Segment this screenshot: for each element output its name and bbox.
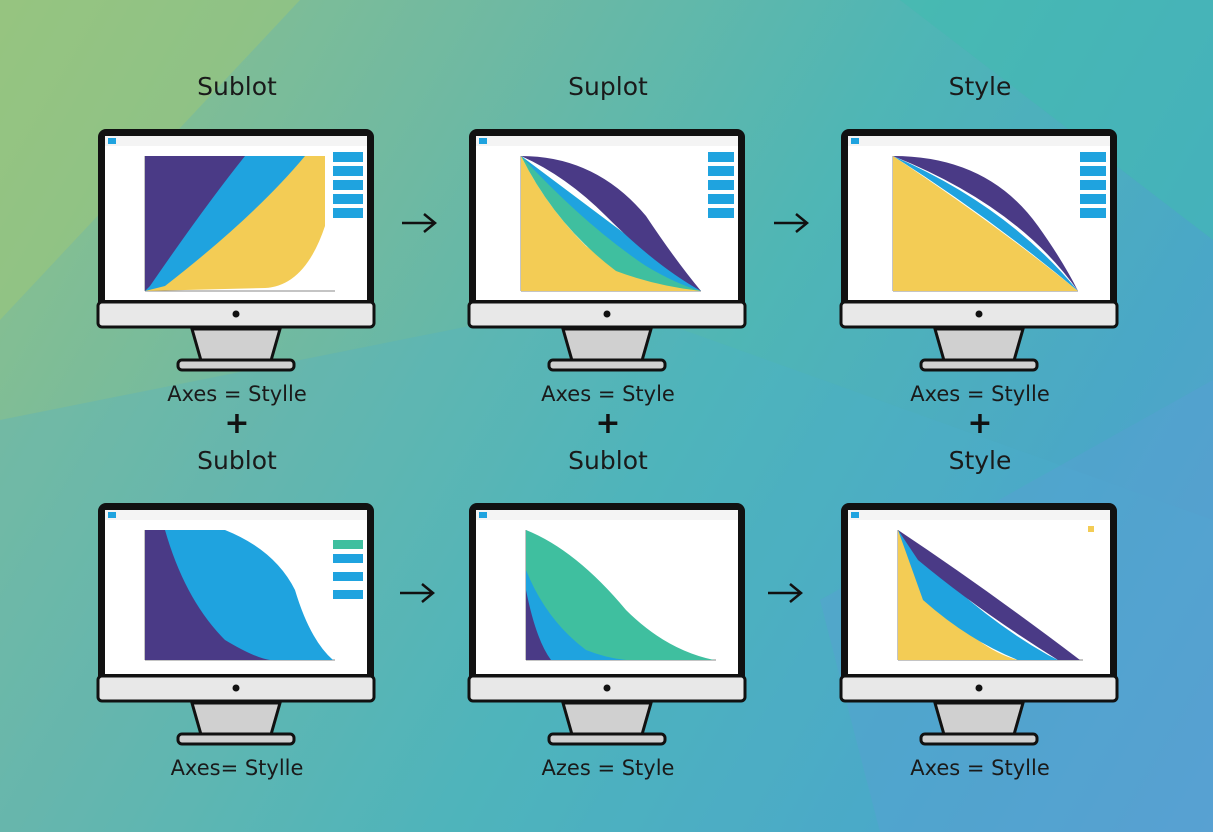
- panel-caption: Axes = Stylle: [167, 382, 307, 406]
- chart-screen: [105, 136, 367, 292]
- panel-1: Sublot Axes = Stylle +: [92, 72, 382, 441]
- panel-5: Sublot Azes = Style: [463, 446, 753, 780]
- panel-caption: Axes = Style: [541, 382, 675, 406]
- chart-screen: [105, 510, 367, 661]
- panel-6: Style Axes = Stylle: [835, 446, 1125, 780]
- panel-3: Style Axes = Stylle +: [835, 72, 1125, 441]
- panel-caption: Axes = Stylle: [910, 756, 1050, 780]
- panel-2: Suplot Axes = Style +: [463, 72, 753, 441]
- chart-screen: [848, 136, 1110, 292]
- chart-screen: [848, 510, 1110, 661]
- panel-title: Suplot: [568, 72, 648, 101]
- monitor-power-dot: [603, 684, 611, 692]
- monitor-power-dot: [975, 310, 983, 318]
- panel-caption: Axes= Stylle: [170, 756, 304, 780]
- panel-title: Sublot: [568, 446, 648, 475]
- arrow-right-icon: [772, 212, 810, 234]
- monitor-power-dot: [603, 310, 611, 318]
- arrow-right-icon: [400, 212, 438, 234]
- plus-sign: +: [595, 406, 621, 441]
- chart-screen: [476, 136, 738, 292]
- panel-caption: Azes = Style: [541, 756, 675, 780]
- panel-4: Sublot Axes= Stylle: [92, 446, 382, 780]
- arrow-right-icon: [398, 582, 436, 604]
- monitor-power-dot: [975, 684, 983, 692]
- monitor-power-dot: [232, 684, 240, 692]
- plus-sign: +: [224, 406, 250, 441]
- panel-caption: Axes = Stylle: [910, 382, 1050, 406]
- monitor-power-dot: [232, 310, 240, 318]
- panel-title: Style: [948, 72, 1012, 101]
- arrow-right-icon: [766, 582, 804, 604]
- panel-title: Sublot: [197, 72, 277, 101]
- panel-title: Style: [948, 446, 1012, 475]
- chart-screen: [476, 510, 738, 661]
- plus-sign: +: [967, 406, 993, 441]
- panel-title: Sublot: [197, 446, 277, 475]
